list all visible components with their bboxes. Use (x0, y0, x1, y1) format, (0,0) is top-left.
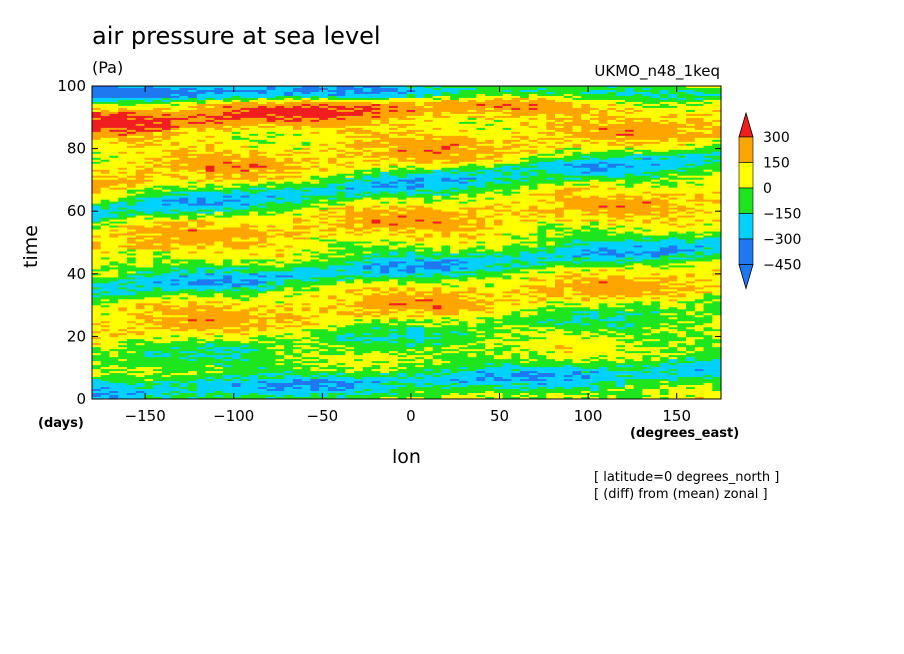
plot-area (92, 86, 722, 399)
